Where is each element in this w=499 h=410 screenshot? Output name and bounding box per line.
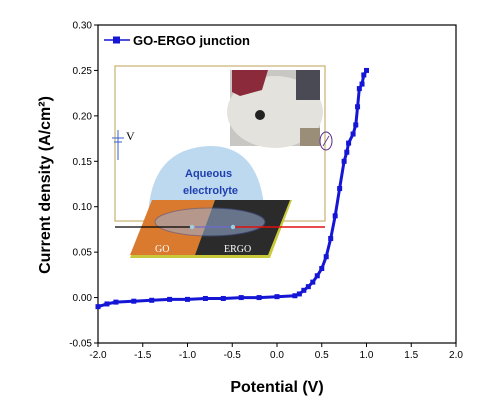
data-point bbox=[314, 273, 320, 279]
data-point bbox=[296, 291, 302, 297]
data-point bbox=[341, 158, 347, 164]
y-tick-label: 0.20 bbox=[73, 111, 93, 122]
data-point bbox=[104, 301, 110, 307]
inset-schematic: V Aqueous electrolyte GO ERGO bbox=[112, 65, 333, 258]
y-axis-ticks: -0.05 0.00 0.05 0.10 0.15 0.20 0.25 0.30 bbox=[69, 21, 98, 350]
y-tick-label: 0.30 bbox=[73, 21, 93, 32]
data-point bbox=[305, 284, 311, 290]
data-point bbox=[220, 295, 226, 301]
series-layer bbox=[95, 67, 369, 310]
data-point bbox=[131, 298, 137, 304]
data-point bbox=[323, 254, 329, 260]
data-point bbox=[353, 122, 359, 128]
electrode-left bbox=[189, 224, 195, 230]
data-point bbox=[113, 299, 119, 305]
voltage-label: V bbox=[126, 129, 135, 143]
data-point bbox=[95, 304, 101, 310]
ergo-label: ERGO bbox=[224, 244, 251, 255]
y-axis-label: Current density (A/cm²) bbox=[37, 96, 54, 274]
x-tick-label: 2.0 bbox=[449, 350, 463, 361]
y-tick-label: 0.10 bbox=[73, 202, 93, 213]
data-point bbox=[355, 104, 361, 110]
data-point bbox=[332, 213, 338, 219]
data-point bbox=[364, 67, 369, 73]
legend-marker bbox=[113, 36, 120, 44]
x-tick-label: 1.5 bbox=[404, 350, 418, 361]
legend-series-name: GO-ERGO junction bbox=[133, 33, 250, 48]
y-tick-label: -0.05 bbox=[69, 339, 92, 350]
data-point bbox=[292, 293, 298, 299]
data-point bbox=[167, 296, 173, 302]
data-point bbox=[256, 295, 262, 301]
electrolyte-label-2: electrolyte bbox=[183, 185, 238, 197]
data-point bbox=[238, 295, 244, 301]
ammeter-icon bbox=[319, 131, 333, 151]
data-point bbox=[328, 236, 334, 242]
data-point bbox=[337, 186, 343, 192]
data-point bbox=[185, 296, 190, 302]
data-point bbox=[274, 294, 280, 300]
data-point bbox=[356, 86, 362, 92]
x-tick-label: -0.5 bbox=[224, 350, 242, 361]
device-photo bbox=[227, 70, 323, 148]
x-tick-label: -1.0 bbox=[179, 350, 197, 361]
x-tick-label: 0.0 bbox=[270, 350, 284, 361]
x-axis-label: Potential (V) bbox=[230, 379, 323, 396]
data-point bbox=[350, 131, 356, 137]
y-tick-label: 0.05 bbox=[73, 248, 93, 259]
droplet-contact bbox=[154, 207, 266, 237]
data-point bbox=[346, 140, 352, 146]
data-point bbox=[310, 279, 316, 285]
x-tick-label: 0.5 bbox=[315, 350, 329, 361]
data-point bbox=[359, 81, 365, 87]
x-tick-label: -1.5 bbox=[134, 350, 152, 361]
go-label: GO bbox=[155, 244, 169, 255]
data-point bbox=[202, 295, 208, 301]
y-tick-label: 0.00 bbox=[73, 293, 93, 304]
y-tick-label: 0.25 bbox=[73, 66, 93, 77]
data-point bbox=[319, 265, 325, 271]
data-point bbox=[361, 72, 367, 78]
legend: GO-ERGO junction bbox=[104, 33, 250, 48]
y-tick-label: 0.15 bbox=[73, 157, 93, 168]
x-tick-label: 1.0 bbox=[360, 350, 374, 361]
data-point bbox=[301, 287, 307, 293]
x-tick-label: -2.0 bbox=[89, 350, 107, 361]
data-point bbox=[149, 297, 155, 303]
data-point bbox=[344, 149, 350, 155]
electrolyte-label-1: Aqueous bbox=[185, 168, 232, 180]
electrode-right bbox=[230, 224, 236, 230]
x-axis-ticks: -2.0 -1.5 -1.0 -0.5 0.0 0.5 1.0 1.5 2.0 bbox=[89, 343, 463, 361]
